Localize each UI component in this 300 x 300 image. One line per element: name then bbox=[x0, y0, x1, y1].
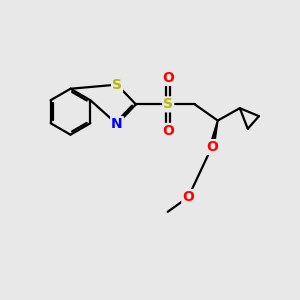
Polygon shape bbox=[209, 121, 218, 148]
Text: O: O bbox=[162, 124, 174, 138]
Text: O: O bbox=[206, 140, 218, 154]
Text: O: O bbox=[182, 190, 194, 204]
Text: O: O bbox=[162, 71, 174, 85]
Text: S: S bbox=[163, 98, 173, 111]
Text: N: N bbox=[111, 117, 123, 131]
Text: S: S bbox=[112, 78, 122, 92]
